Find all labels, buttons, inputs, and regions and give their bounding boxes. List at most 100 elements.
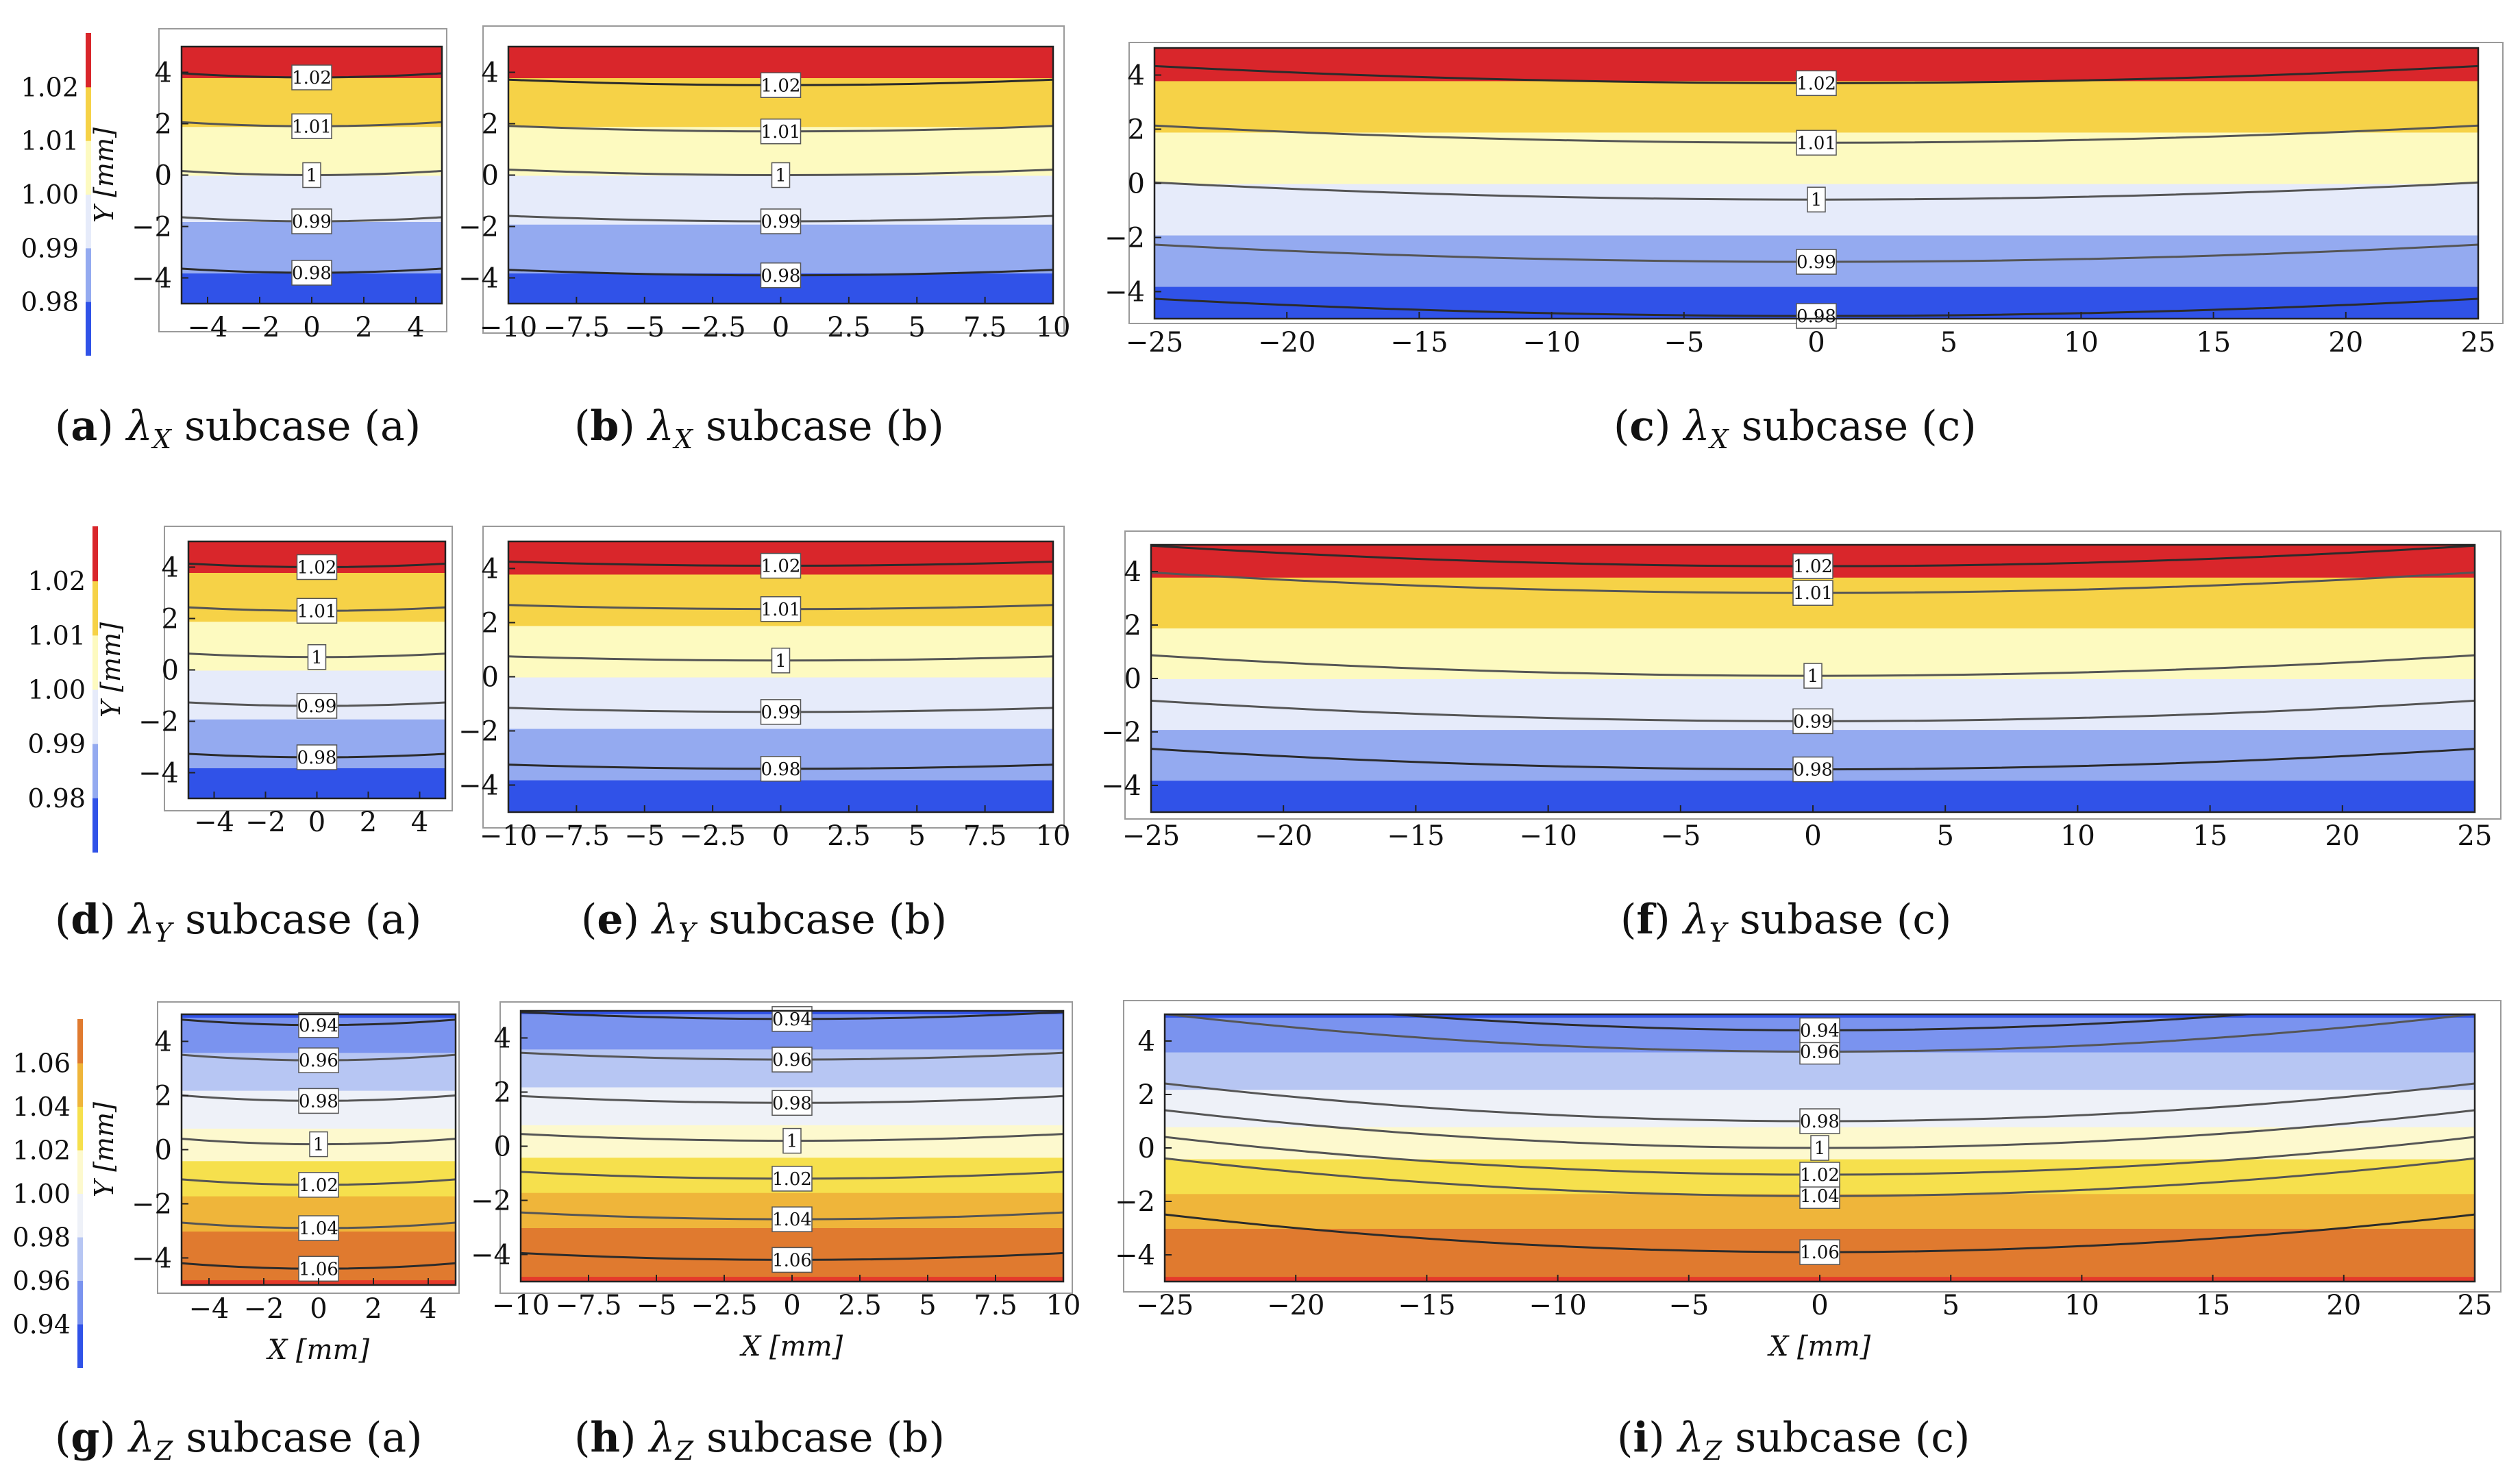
contour-label-box [296, 598, 338, 624]
y-tick-label: 2 [482, 608, 499, 639]
contour-label-box [760, 72, 802, 98]
x-axis-label: X [mm] [266, 1334, 370, 1366]
contour-label-box [298, 1215, 339, 1241]
contour-label-box [760, 699, 802, 725]
x-tick-label: −20 [1267, 1290, 1324, 1321]
contour-label-box [771, 1047, 813, 1073]
y-tick-label: 0 [482, 662, 499, 694]
y-tick-label: 2 [1138, 1079, 1155, 1111]
contour-label: 1.06 [299, 1259, 338, 1280]
contour-label: 0.98 [772, 1093, 812, 1114]
contour-label: 0.99 [761, 212, 801, 232]
contour-label: 1.04 [772, 1210, 812, 1230]
contour-label: 1.02 [299, 1175, 338, 1196]
contour-label-box [760, 596, 802, 622]
colorbar-tick-label: 1.00 [21, 180, 79, 210]
contour-label-box [296, 554, 338, 580]
x-tick-label: 10 [2064, 327, 2099, 358]
contour-label-box [1799, 1038, 1840, 1065]
y-tick-label: −4 [132, 263, 172, 295]
contour-label-box [771, 1206, 813, 1232]
colorbar-segment [77, 1193, 83, 1238]
y-tick-label: −2 [1115, 1186, 1155, 1218]
contour-label-box [760, 262, 802, 289]
x-tick-label: 25 [2461, 327, 2496, 358]
contour-label-box [1799, 1239, 1840, 1265]
contour-label-box [302, 162, 321, 188]
chart-frame [158, 28, 447, 332]
contour-label: 1.04 [299, 1219, 338, 1239]
contour-label: 1.01 [297, 601, 337, 622]
contour-label: 0.94 [299, 1016, 338, 1036]
contour-label-box [760, 552, 802, 579]
contour-label-box [1799, 1183, 1840, 1209]
chart-e: 0.98 0.99 1 1.01 1.02 −10 −7.5 −5 −2.5 0 2.5 5 7.5 10… [458, 526, 1070, 852]
x-tick-label: −15 [1387, 820, 1444, 852]
colorbar-segment [86, 301, 91, 356]
contour-label: 1.02 [1800, 1165, 1840, 1186]
y-tick-label: −2 [1104, 223, 1145, 254]
y-tick-label: 4 [482, 58, 499, 89]
x-tick-label: 10 [2064, 1290, 2099, 1321]
x-tick-label: 0 [772, 820, 789, 852]
y-tick-label: −4 [138, 758, 179, 790]
y-tick-label: −4 [1115, 1240, 1155, 1271]
y-axis-label: Y [mm] [96, 622, 126, 718]
y-tick-label: −2 [132, 212, 172, 243]
y-tick-label: 4 [1128, 60, 1145, 92]
contour-label: 1 [1814, 1138, 1826, 1159]
y-tick-label: 0 [494, 1131, 511, 1163]
x-tick-label: −7.5 [543, 820, 610, 852]
contour-label-box [1799, 1108, 1840, 1134]
caption-d: (d) λY subcase (a) [55, 896, 422, 948]
colorbar-x: 1.02 1.01 1.00 0.99 0.98 [21, 33, 91, 356]
x-tick-label: −2 [245, 807, 286, 838]
contour-label: 1.04 [1800, 1186, 1840, 1207]
x-tick-label: −5 [1668, 1290, 1709, 1321]
x-tick-label: 10 [1036, 312, 1071, 343]
x-tick-label: 10 [1036, 820, 1071, 852]
x-tick-label: −4 [189, 1293, 230, 1325]
x-tick-label: 2 [360, 807, 377, 838]
x-tick-label: −15 [1390, 327, 1448, 358]
chart-frame [482, 526, 1065, 829]
colorbar-tick-label: 1.01 [21, 126, 79, 156]
caption-c: (c) λX subcase (c) [1614, 402, 1977, 454]
contour-label: 1.01 [761, 122, 801, 143]
x-tick-label: −10 [1519, 820, 1577, 852]
x-tick-label: 20 [2328, 327, 2363, 358]
y-tick-label: −2 [132, 1189, 172, 1221]
y-tick-label: −2 [471, 1186, 511, 1217]
x-tick-label: 20 [2326, 1290, 2361, 1321]
x-tick-label: 4 [407, 312, 424, 343]
colorbar-tick-label: 0.96 [12, 1266, 71, 1296]
colorbar-segment [92, 689, 98, 744]
contour-label: 1 [306, 166, 318, 186]
x-tick-label: −2 [240, 312, 280, 343]
x-tick-label: 0 [303, 312, 320, 343]
x-tick-label: 10 [1046, 1290, 1081, 1321]
x-tick-label: −5 [624, 312, 665, 343]
y-tick-label: 2 [155, 109, 172, 140]
contour-label: 0.96 [772, 1050, 812, 1070]
contour-label: 1.02 [297, 558, 337, 578]
x-tick-label: −4 [188, 312, 228, 343]
y-tick-label: 4 [482, 554, 499, 585]
x-tick-label: 0 [772, 312, 789, 343]
colorbar-tick-label: 1.06 [12, 1049, 71, 1079]
colorbar-segment [92, 635, 98, 690]
y-tick-label: −2 [1101, 717, 1141, 748]
contour-label-box [1799, 1162, 1840, 1188]
contour-label-box [291, 64, 332, 90]
contour-label: 0.96 [1800, 1042, 1840, 1063]
contour-label: 1 [311, 648, 323, 668]
contour-label: 1.06 [1800, 1243, 1840, 1263]
y-tick-label: 4 [155, 58, 172, 89]
contour-label: 0.99 [297, 696, 337, 717]
y-tick-label: 0 [155, 1135, 172, 1166]
colorbar-tick-label: 0.98 [21, 287, 79, 317]
caption-b: (b) λX subcase (b) [574, 402, 944, 454]
y-tick-label: 2 [1128, 114, 1145, 146]
caption-f: (f) λY subase (c) [1620, 896, 1952, 948]
colorbar-segment [86, 194, 91, 249]
